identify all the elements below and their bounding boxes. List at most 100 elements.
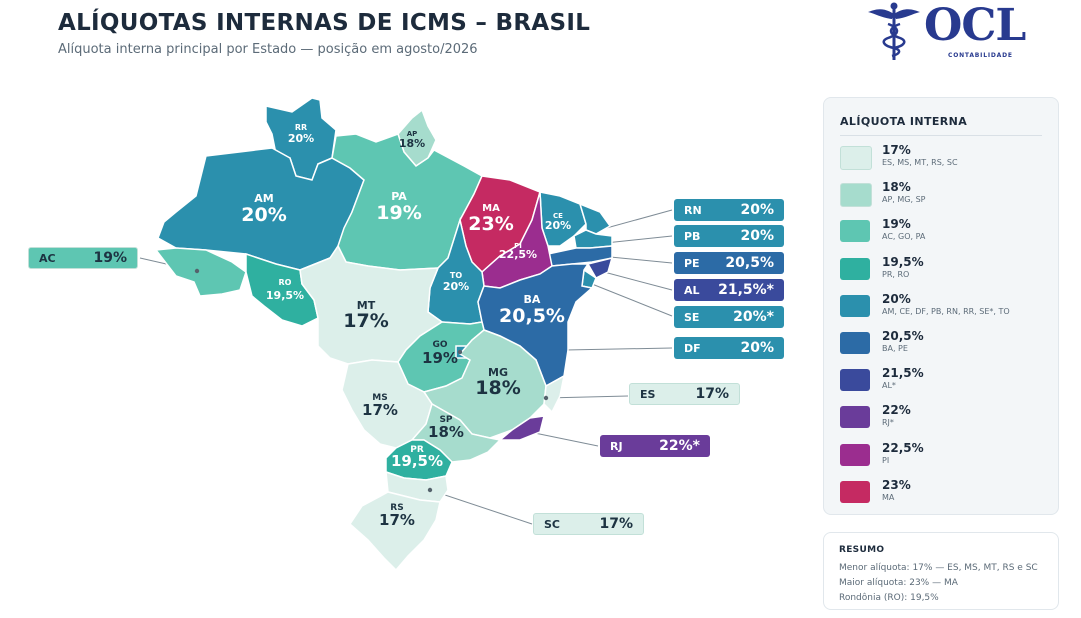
legend-rate: 22,5% [882, 440, 924, 455]
state-rate-ap: 18% [399, 137, 425, 150]
callout-uf: SC [544, 517, 560, 531]
page-subtitle: Alíquota interna principal por Estado — … [58, 42, 478, 57]
callout-ac: AC 19% [28, 247, 138, 269]
legend-title: ALÍQUOTA INTERNA [840, 115, 968, 128]
legend-swatch [840, 369, 870, 392]
state-code-ro: RO [279, 278, 292, 287]
callout-rate: 20% [740, 228, 774, 244]
state-code-sp: SP [439, 415, 452, 425]
state-rate-mt: 17% [343, 310, 388, 332]
state-rate-to: 20% [443, 280, 469, 293]
legend-divider [840, 135, 1042, 136]
legend-swatch [840, 220, 870, 243]
callout-pe: PE 20,5% [674, 252, 784, 274]
summary-line-max: Maior alíquota: 23% — MA [839, 578, 958, 588]
callout-uf: SE [684, 310, 700, 324]
state-code-am: AM [254, 192, 273, 205]
state-al[interactable] [586, 256, 614, 279]
state-code-ba: BA [524, 293, 541, 306]
state-rate-ms: 17% [362, 401, 398, 419]
callout-se: SE 20%* [674, 306, 784, 328]
state-rate-rr: 20% [288, 132, 314, 145]
state-rs[interactable] [349, 491, 441, 572]
legend-states: AC, GO, PA [882, 232, 926, 242]
callout-uf: AC [39, 251, 56, 265]
state-rate-ma: 23% [468, 213, 513, 235]
state-rate-go: 19% [422, 349, 458, 367]
legend-states: PI [882, 455, 890, 465]
state-code-pi: PI [514, 242, 522, 250]
state-code-ms: MS [372, 393, 387, 403]
state-rate-pa: 19% [376, 202, 421, 224]
state-es[interactable] [543, 374, 566, 414]
state-code-mt: MT [357, 299, 376, 312]
logo-tagline: CONTABILIDADE [948, 52, 1013, 59]
state-code-pr: PR [410, 445, 424, 455]
state-rate-sp: 18% [428, 423, 464, 441]
state-rate-ba: 20,5% [499, 305, 565, 327]
legend-states: BA, PE [882, 344, 908, 353]
callout-pb: PB 20% [674, 225, 784, 247]
state-code-mg: MG [488, 366, 508, 379]
legend-swatch [840, 480, 870, 503]
caduceus-icon [868, 2, 920, 60]
state-rn[interactable] [578, 202, 612, 235]
legend-states: PR, RO [882, 269, 910, 279]
state-rate-ce: 20% [545, 219, 571, 232]
callout-uf: RJ [610, 439, 623, 453]
callout-rate: 20,5% [725, 255, 774, 271]
callout-rate: 19% [93, 250, 127, 266]
legend-swatch [840, 183, 872, 208]
callout-es: ES 17% [629, 383, 740, 405]
callout-rj: RJ 22%* [600, 435, 710, 457]
leader-dots [194, 268, 549, 493]
callout-rate: 17% [695, 386, 729, 402]
legend-rate: 20% [882, 291, 911, 306]
state-rate-rs: 17% [379, 511, 415, 529]
legend-states: AM, CE, DF, PB, RN, RR, SE*, TO [882, 306, 1010, 316]
summary-line-min: Menor alíquota: 17% — ES, MS, MT, RS e S… [839, 563, 1038, 573]
page-title: ALÍQUOTAS INTERNAS DE ICMS – BRASIL [58, 10, 591, 36]
state-rate-mg: 18% [475, 377, 520, 399]
state-rate-am: 20% [241, 204, 286, 226]
state-rate-ro: 19,5% [266, 289, 304, 302]
state-code-rr: RR [295, 123, 307, 132]
legend-rate: 18% [882, 180, 911, 195]
legend-swatch [840, 257, 870, 280]
legend-rate: 21,5% [882, 366, 924, 381]
callout-rate: 20% [740, 202, 774, 218]
summary-line-ro: Rondônia (RO): 19,5% [839, 593, 939, 603]
state-pb[interactable] [573, 229, 613, 249]
legend-panel: ALÍQUOTA INTERNA 17% ES, MS, MT, RS, SC 18… [823, 97, 1059, 515]
legend-swatch [840, 406, 870, 429]
legend-states: AP, MG, SP [882, 195, 926, 205]
legend-states: AL* [882, 381, 896, 391]
legend-rate: 17% [882, 143, 911, 157]
legend-swatch [840, 294, 870, 317]
callout-rn: RN 20% [674, 199, 784, 221]
legend-swatch [840, 146, 872, 170]
legend-states: ES, MS, MT, RS, SC [882, 158, 958, 167]
state-code-ap: AP [407, 130, 418, 138]
state-code-ma: MA [482, 203, 500, 214]
callout-rate: 22%* [659, 438, 700, 454]
logo-brand-text: OCL [924, 0, 1026, 51]
callout-rate: 20%* [733, 309, 774, 325]
summary-panel: RESUMO Menor alíquota: 17% — ES, MS, MT,… [823, 532, 1059, 610]
legend-rate: 23% [882, 477, 911, 492]
callout-df: DF 20% [674, 337, 784, 359]
state-rate-pi: 22,5% [499, 248, 537, 261]
legend-states: MA [882, 492, 895, 502]
state-ac[interactable] [154, 247, 247, 297]
state-code-rs: RS [390, 503, 403, 513]
state-code-ce: CE [553, 212, 563, 220]
summary-title: RESUMO [839, 545, 885, 555]
legend-swatch [840, 443, 870, 466]
ocl-logo: OCL CONTABILIDADE [866, 0, 1046, 64]
callout-uf: RN [684, 203, 702, 217]
legend-rate: 19,5% [882, 254, 924, 269]
legend-rate: 22% [882, 403, 911, 418]
legend-rate: 19% [882, 217, 911, 232]
legend-swatch [840, 332, 870, 354]
